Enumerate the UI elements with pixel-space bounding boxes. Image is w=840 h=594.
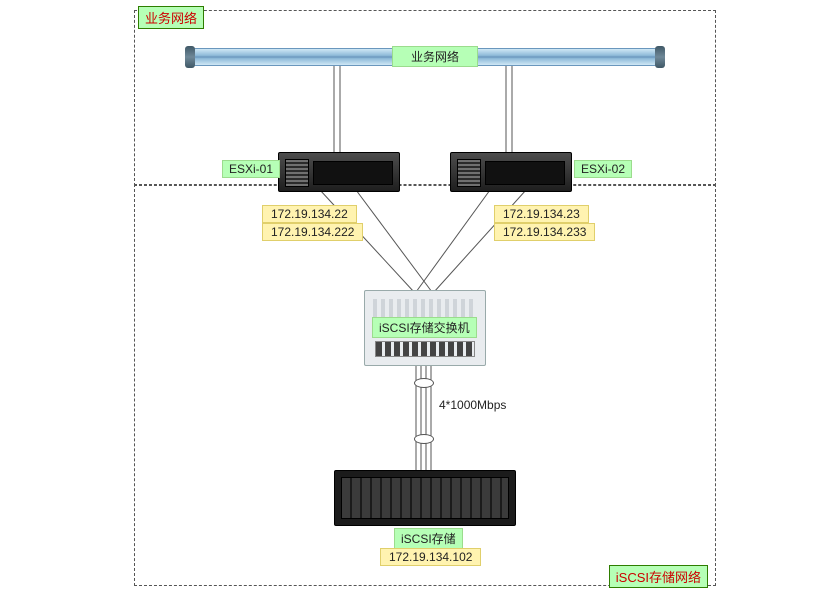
- esxi-02-ip-1: 172.19.134.23: [494, 205, 589, 223]
- esxi-02-label: ESXi-02: [574, 160, 632, 178]
- esxi-02-server: [450, 152, 572, 192]
- esxi-01-server: [278, 152, 400, 192]
- esxi-02-ip-2: 172.19.134.233: [494, 223, 595, 241]
- iscsi-storage-ip: 172.19.134.102: [380, 548, 481, 566]
- region-business-title: 业务网络: [138, 6, 204, 29]
- link-bundle-bottom: [414, 434, 434, 444]
- esxi-01-label: ESXi-01: [222, 160, 280, 178]
- business-network-label: 业务网络: [392, 46, 478, 67]
- iscsi-storage-label: iSCSI存储: [394, 528, 463, 549]
- link-speed-label: 4*1000Mbps: [436, 398, 509, 412]
- region-storage-title: iSCSI存储网络: [609, 565, 708, 588]
- iscsi-storage: [334, 470, 516, 526]
- diagram-canvas: 业务网络 iSCSI存储网络 业务网络 ESXi-01 172.19.134.2…: [0, 0, 840, 594]
- esxi-01-ip-1: 172.19.134.22: [262, 205, 357, 223]
- iscsi-switch-label: iSCSI存储交换机: [372, 317, 477, 338]
- link-bundle-top: [414, 378, 434, 388]
- esxi-01-ip-2: 172.19.134.222: [262, 223, 363, 241]
